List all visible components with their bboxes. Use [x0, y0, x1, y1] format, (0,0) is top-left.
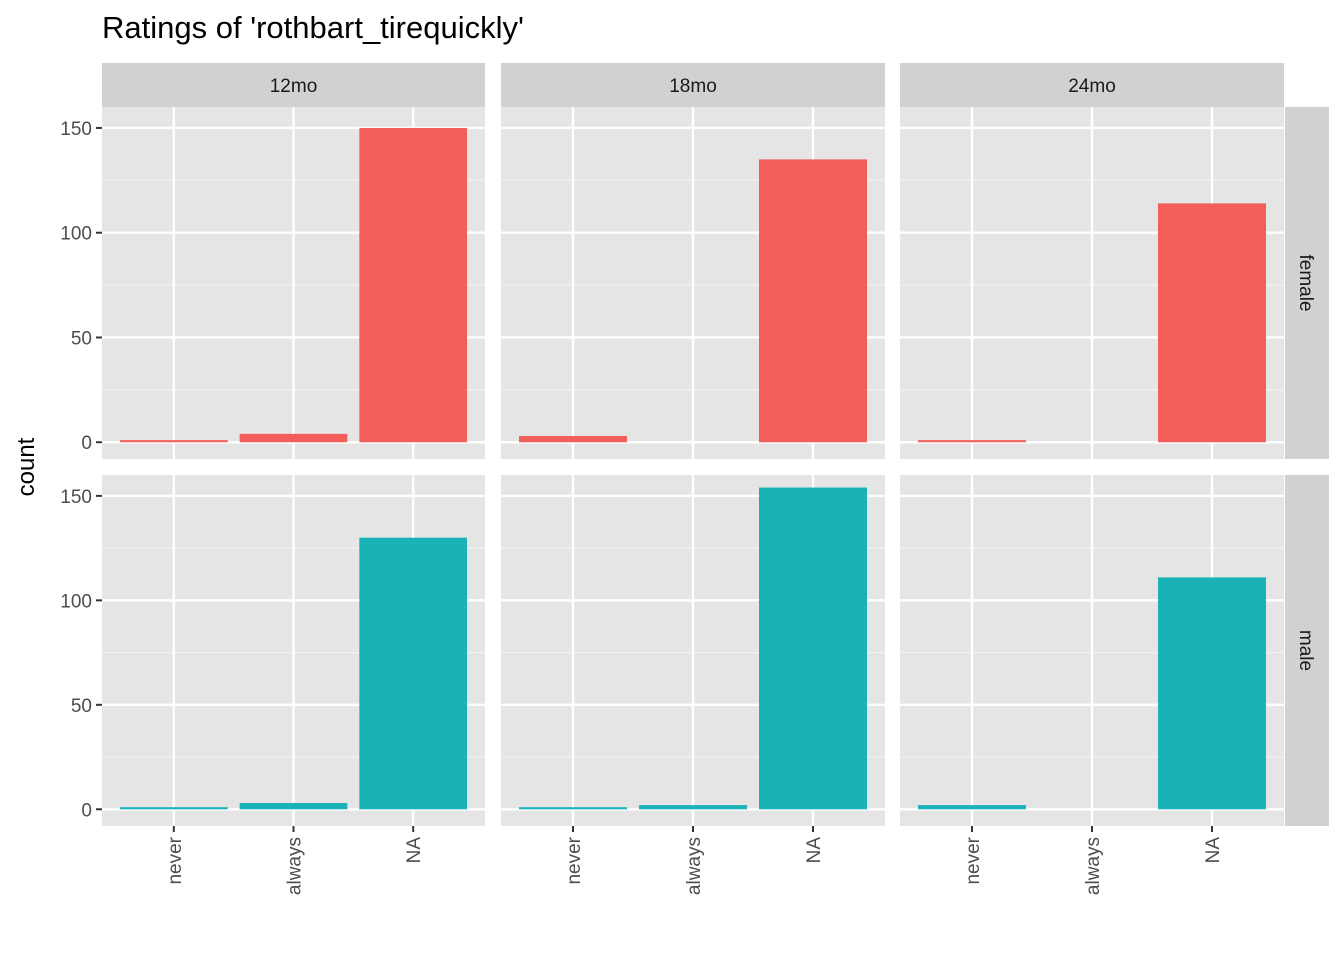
facet-strip-24mo — [900, 63, 1284, 107]
bar — [239, 803, 348, 810]
x-tick-label: never — [165, 836, 186, 884]
y-tick-label: 150 — [60, 487, 92, 508]
y-tick-label: 50 — [71, 696, 92, 717]
bar — [918, 440, 1026, 443]
y-tick-label: 100 — [60, 591, 92, 612]
x-tick-label: NA — [804, 837, 825, 864]
bar — [759, 487, 867, 810]
bar — [759, 159, 867, 443]
y-tick-label: 50 — [71, 328, 92, 349]
y-tick-label: 0 — [81, 800, 92, 821]
chart-title: Ratings of 'rothbart_tirequickly' — [102, 10, 524, 45]
x-tick-label: never — [963, 836, 984, 884]
bar — [359, 127, 468, 443]
bar — [119, 807, 228, 810]
y-tick-label: 0 — [81, 433, 92, 454]
facet-strip-12mo — [102, 63, 485, 107]
bar — [359, 537, 468, 810]
y-axis-title: count — [13, 437, 40, 496]
facet-strip-label: 24mo — [1068, 76, 1116, 97]
facet-strip-label: male — [1295, 630, 1316, 671]
bar — [1158, 577, 1266, 810]
y-tick-label: 100 — [60, 224, 92, 245]
bar — [639, 805, 747, 810]
bar — [1158, 203, 1266, 443]
x-tick-label: always — [1083, 837, 1104, 895]
bar — [918, 805, 1026, 810]
bar — [519, 807, 627, 810]
bar — [239, 433, 348, 443]
y-tick-label: 150 — [60, 119, 92, 140]
x-tick-label: NA — [404, 837, 425, 864]
facet-strip-label: 18mo — [669, 76, 717, 97]
facet-strip-label: female — [1295, 254, 1316, 311]
bar — [119, 440, 228, 443]
x-tick-label: never — [564, 836, 585, 884]
x-tick-label: always — [684, 837, 705, 895]
facet-strip-label: 12mo — [270, 76, 318, 97]
facet-strip-male — [1285, 475, 1329, 826]
facet-strip-female — [1285, 107, 1329, 459]
x-tick-label: always — [285, 837, 306, 895]
bar — [519, 435, 627, 443]
x-tick-label: NA — [1203, 837, 1224, 864]
facet-strip-18mo — [501, 63, 885, 107]
